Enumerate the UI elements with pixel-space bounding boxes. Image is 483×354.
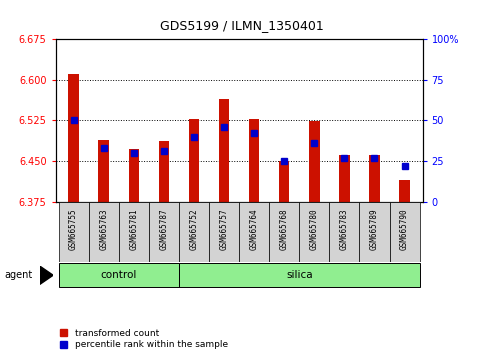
Text: control: control	[100, 270, 137, 280]
Bar	[269, 202, 299, 262]
Bar	[58, 202, 89, 262]
Bar	[89, 202, 119, 262]
Bar	[249, 119, 259, 202]
Bar	[58, 263, 179, 287]
Text: GSM665787: GSM665787	[159, 208, 169, 250]
Bar	[179, 202, 209, 262]
Text: GSM665783: GSM665783	[340, 208, 349, 250]
Bar	[389, 202, 420, 262]
Text: GSM665755: GSM665755	[69, 208, 78, 250]
Text: GSM665764: GSM665764	[250, 208, 258, 250]
Bar	[119, 202, 149, 262]
Text: GDS5199 / ILMN_1350401: GDS5199 / ILMN_1350401	[159, 19, 324, 33]
Polygon shape	[40, 266, 53, 285]
Bar	[179, 263, 420, 287]
Bar	[359, 202, 389, 262]
Bar	[189, 119, 199, 202]
Text: GSM665763: GSM665763	[99, 208, 108, 250]
Bar	[158, 141, 169, 202]
Text: GSM665790: GSM665790	[400, 208, 409, 250]
Text: GSM665768: GSM665768	[280, 208, 289, 250]
Text: GSM665752: GSM665752	[189, 208, 199, 250]
Text: silica: silica	[286, 270, 313, 280]
Bar	[239, 202, 269, 262]
Bar	[219, 99, 229, 202]
Bar	[329, 202, 359, 262]
Bar	[309, 121, 320, 202]
Text: GSM665781: GSM665781	[129, 208, 138, 250]
Bar	[149, 202, 179, 262]
Bar	[68, 74, 79, 202]
Bar	[339, 155, 350, 202]
Bar	[279, 161, 289, 202]
Bar	[128, 149, 139, 202]
Text: GSM665780: GSM665780	[310, 208, 319, 250]
Bar	[299, 202, 329, 262]
Text: GSM665789: GSM665789	[370, 208, 379, 250]
Legend: transformed count, percentile rank within the sample: transformed count, percentile rank withi…	[60, 329, 227, 349]
Bar	[99, 141, 109, 202]
Bar	[369, 155, 380, 202]
Bar	[209, 202, 239, 262]
Bar	[399, 180, 410, 202]
Text: agent: agent	[5, 270, 33, 280]
Text: GSM665757: GSM665757	[220, 208, 228, 250]
